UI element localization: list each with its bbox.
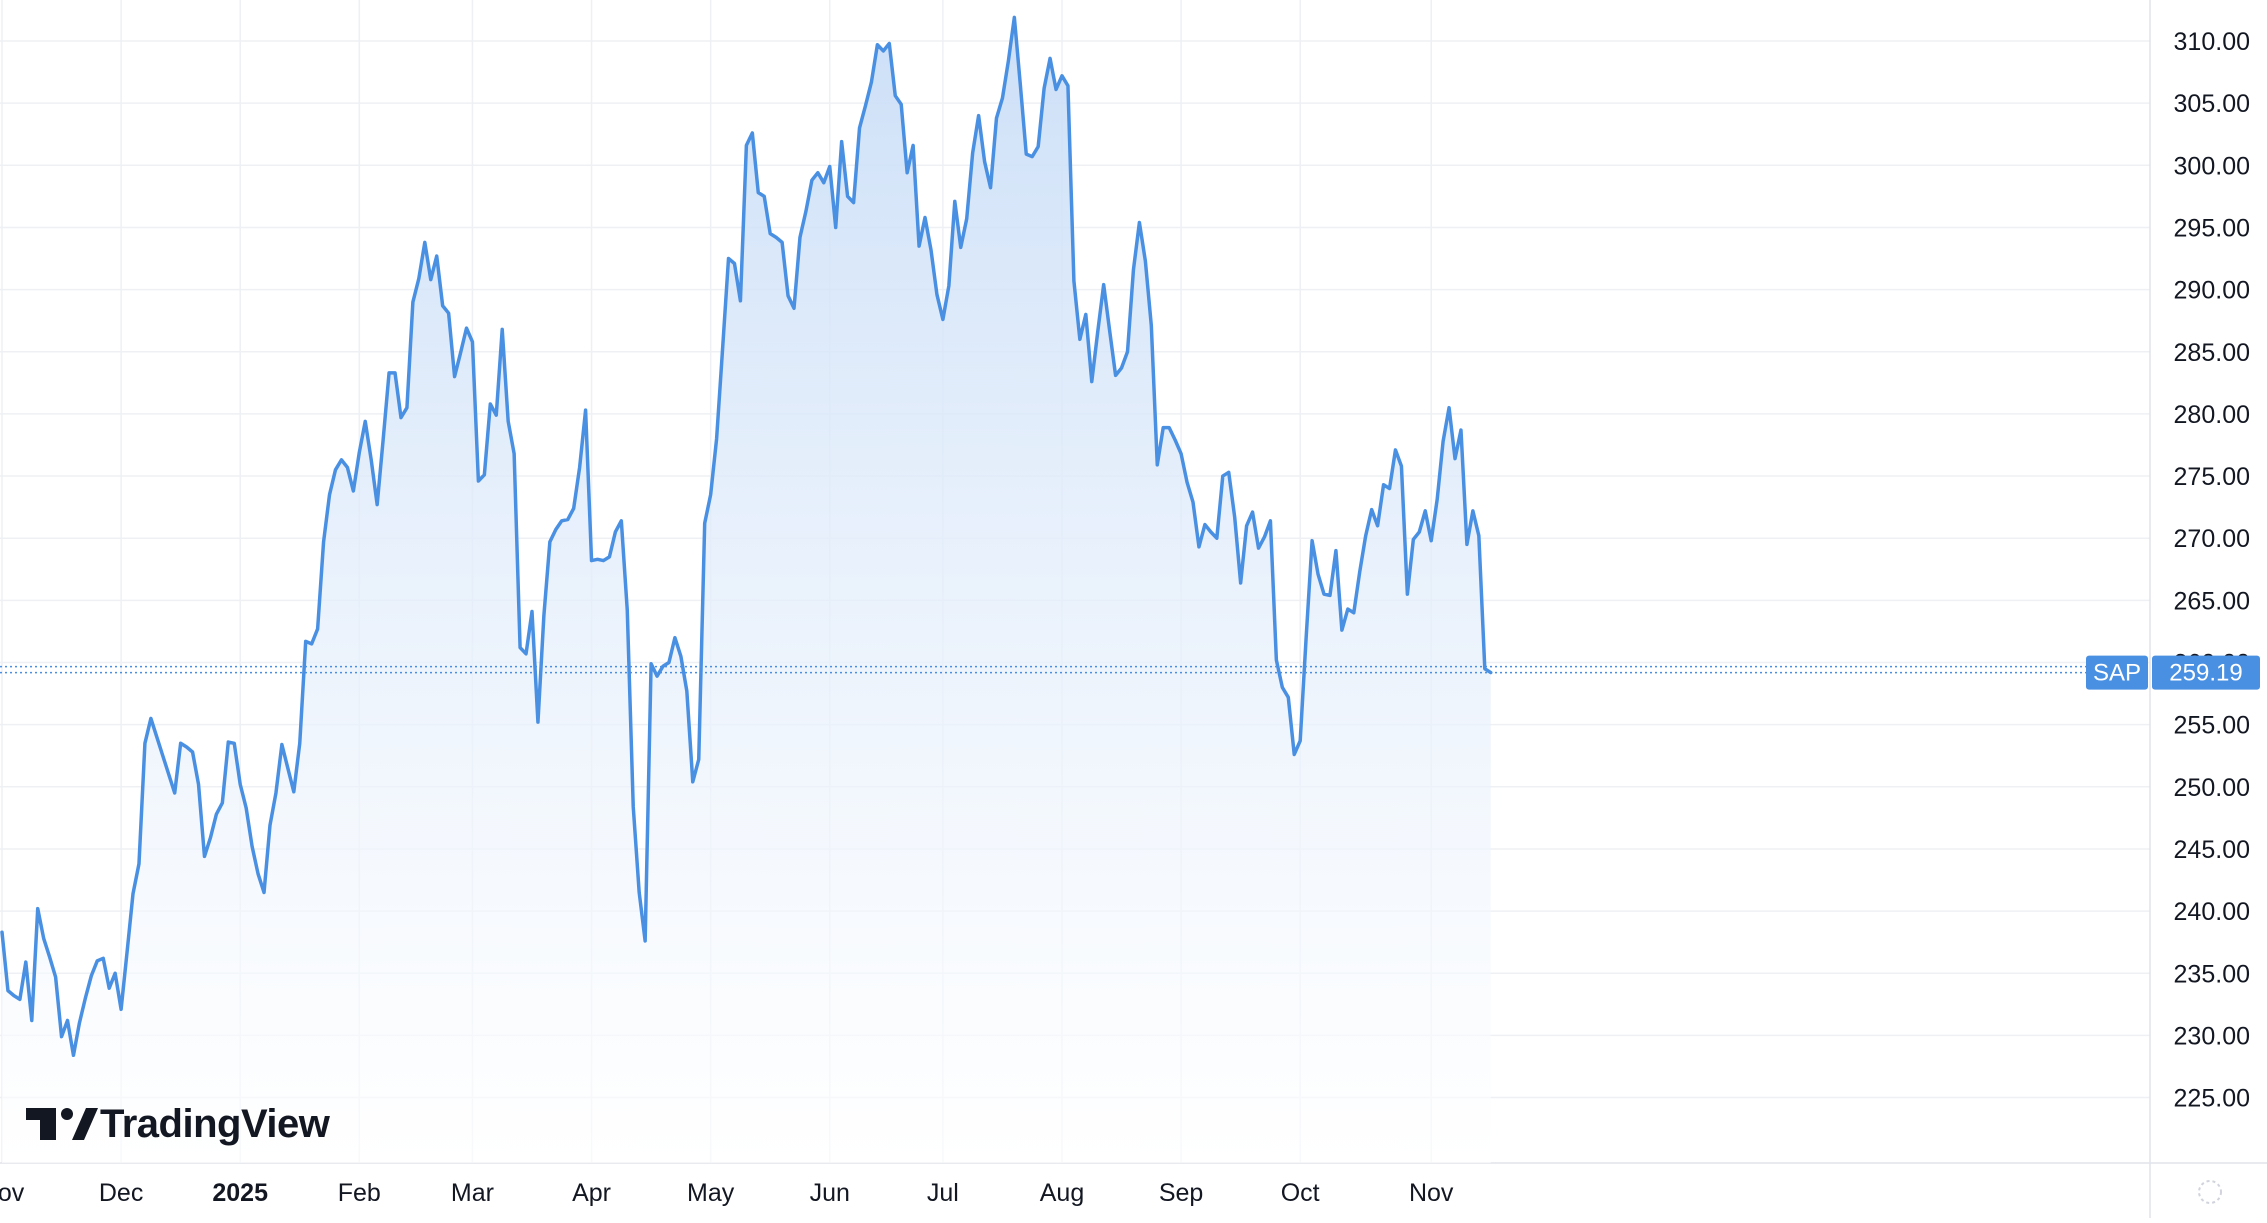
price-area xyxy=(2,17,1491,1163)
y-tick-label: 255.00 xyxy=(2174,712,2250,740)
y-tick-label: 225.00 xyxy=(2174,1085,2250,1113)
y-tick-label: 285.00 xyxy=(2174,339,2250,367)
y-tick-label: 290.00 xyxy=(2174,277,2250,305)
y-tick-label: 280.00 xyxy=(2174,401,2250,429)
y-tick-label: 240.00 xyxy=(2174,898,2250,926)
symbol-tag-background xyxy=(2086,655,2148,690)
x-tick-label: Dec xyxy=(99,1179,143,1207)
x-tick-label: Aug xyxy=(1040,1179,1084,1207)
y-tick-label: 310.00 xyxy=(2174,28,2250,56)
tradingview-logo-text: TradingView xyxy=(100,1102,331,1146)
x-tick-label: Feb xyxy=(338,1179,381,1207)
settings-spinner-icon[interactable] xyxy=(2198,1180,2222,1204)
y-tick-label: 305.00 xyxy=(2174,90,2250,118)
x-axis: Nov Dec 2025 Feb Mar Apr May Jun Jul Aug Sep Oct Nov xyxy=(0,1179,1454,1207)
last-price-tag: SAP 259.19 xyxy=(2086,655,2260,690)
symbol-tag-text: SAP xyxy=(2093,660,2141,687)
y-tick-label: 265.00 xyxy=(2174,587,2250,615)
y-tick-label: 245.00 xyxy=(2174,836,2250,864)
price-line xyxy=(0,15,1493,1058)
y-tick-label: 235.00 xyxy=(2174,960,2250,988)
x-tick-label: Apr xyxy=(572,1179,611,1207)
x-tick-label: 2025 xyxy=(212,1179,268,1207)
x-tick-label: Jul xyxy=(927,1179,959,1207)
price-tag-text: 259.19 xyxy=(2169,660,2242,687)
y-axis: 225.00 230.00 235.00 240.00 245.00 250.00 255.… xyxy=(2174,28,2250,1113)
x-tick-label: Nov xyxy=(0,1179,25,1207)
tradingview-logo[interactable]: TradingView xyxy=(26,1102,331,1146)
tradingview-logo-icon xyxy=(26,1108,98,1140)
y-tick-label: 270.00 xyxy=(2174,525,2250,553)
last-price-guide xyxy=(0,665,2150,674)
y-tick-label: 230.00 xyxy=(2174,1022,2250,1050)
price-area-fill xyxy=(2,17,1491,1163)
x-tick-label: Nov xyxy=(1409,1179,1454,1207)
y-tick-label: 250.00 xyxy=(2174,774,2250,802)
x-tick-label: Jun xyxy=(810,1179,850,1207)
y-tick-label: 275.00 xyxy=(2174,463,2250,491)
price-line-layer xyxy=(0,15,1493,1058)
y-tick-label: 300.00 xyxy=(2174,152,2250,180)
x-tick-label: Oct xyxy=(1281,1179,1320,1207)
price-tag-background xyxy=(2152,655,2260,690)
y-tick-label: 295.00 xyxy=(2174,214,2250,242)
x-tick-label: Sep xyxy=(1159,1179,1203,1207)
x-tick-label: May xyxy=(687,1179,735,1207)
x-tick-label: Mar xyxy=(451,1179,494,1207)
